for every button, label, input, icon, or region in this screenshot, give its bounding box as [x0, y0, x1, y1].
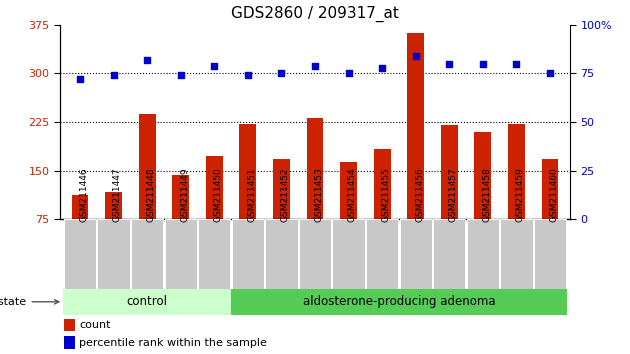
Bar — [500, 219, 532, 289]
Bar — [399, 219, 432, 289]
Point — [243, 73, 253, 78]
Bar — [72, 195, 88, 219]
Text: GSM211455: GSM211455 — [382, 167, 391, 222]
Bar — [433, 219, 466, 289]
Bar — [98, 219, 130, 289]
Text: GSM211460: GSM211460 — [549, 167, 558, 222]
Point — [411, 53, 421, 59]
Bar — [164, 219, 197, 289]
Bar — [105, 192, 122, 219]
Bar — [534, 219, 566, 289]
Bar — [64, 219, 96, 289]
Text: GSM211457: GSM211457 — [449, 167, 457, 222]
Text: GSM211446: GSM211446 — [79, 167, 88, 222]
Text: control: control — [127, 295, 168, 308]
Text: GSM211447: GSM211447 — [113, 167, 122, 222]
Bar — [542, 159, 558, 219]
Bar — [474, 132, 491, 219]
Bar — [63, 289, 231, 315]
Bar — [340, 162, 357, 219]
Point — [343, 70, 353, 76]
Bar — [441, 125, 457, 219]
Text: GSM211453: GSM211453 — [314, 167, 323, 222]
Bar — [232, 219, 264, 289]
Bar — [231, 289, 567, 315]
Bar — [333, 219, 365, 289]
Point — [377, 65, 387, 70]
Bar — [198, 219, 231, 289]
Bar — [239, 124, 256, 219]
Bar — [374, 149, 391, 219]
Bar — [508, 124, 525, 219]
Bar — [366, 219, 398, 289]
Point — [478, 61, 488, 67]
Bar — [173, 175, 189, 219]
Point — [545, 70, 555, 76]
Point — [277, 70, 287, 76]
Text: GSM211456: GSM211456 — [415, 167, 424, 222]
Bar — [265, 219, 297, 289]
Text: disease state: disease state — [0, 297, 59, 307]
Bar — [131, 219, 163, 289]
Text: GSM211449: GSM211449 — [180, 167, 189, 222]
Bar — [408, 33, 424, 219]
Bar — [307, 118, 323, 219]
Bar — [64, 319, 75, 331]
Bar — [206, 156, 222, 219]
Point — [444, 61, 454, 67]
Point — [512, 61, 522, 67]
Bar — [467, 219, 499, 289]
Text: percentile rank within the sample: percentile rank within the sample — [79, 338, 267, 348]
Text: GSM211452: GSM211452 — [281, 167, 290, 222]
Title: GDS2860 / 209317_at: GDS2860 / 209317_at — [231, 6, 399, 22]
Bar — [299, 219, 331, 289]
Bar — [139, 114, 156, 219]
Point — [142, 57, 152, 63]
Text: aldosterone-producing adenoma: aldosterone-producing adenoma — [302, 295, 495, 308]
Text: count: count — [79, 320, 111, 330]
Point — [310, 63, 320, 68]
Point — [176, 73, 186, 78]
Text: GSM211448: GSM211448 — [146, 167, 156, 222]
Text: GSM211451: GSM211451 — [247, 167, 256, 222]
Bar — [64, 336, 75, 349]
Point — [75, 76, 85, 82]
Point — [209, 63, 219, 68]
Text: GSM211450: GSM211450 — [214, 167, 222, 222]
Text: GSM211454: GSM211454 — [348, 167, 357, 222]
Text: GSM211458: GSM211458 — [482, 167, 491, 222]
Point — [108, 73, 118, 78]
Text: GSM211459: GSM211459 — [516, 167, 525, 222]
Bar — [273, 159, 290, 219]
